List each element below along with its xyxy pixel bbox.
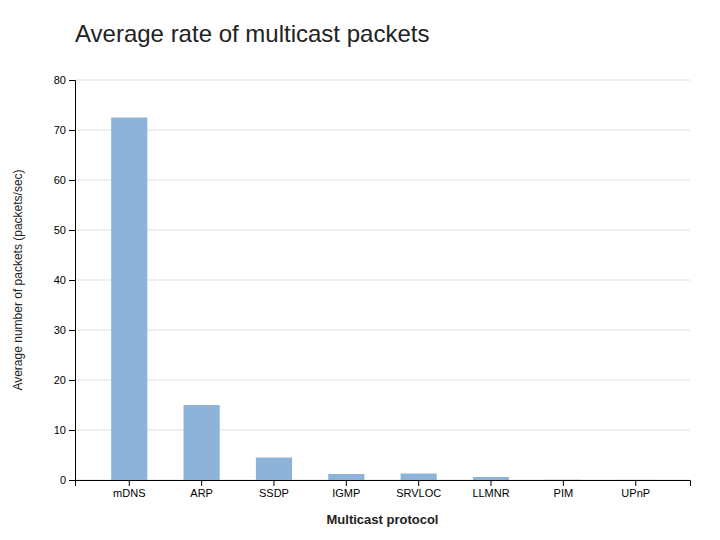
x-tick-mark [491, 480, 492, 486]
bar [473, 477, 509, 480]
y-tick: 70 [54, 124, 75, 136]
x-tick-mark [418, 480, 419, 486]
x-tick: UPnP [621, 480, 650, 499]
x-tick-mark [273, 480, 274, 486]
grid-line [75, 130, 690, 131]
chart-container: mDNS ARP SSDP IGMP SRVLOC LLMNR PIM UPnP 0 10 20 30… [0, 0, 720, 540]
x-tick-mark [201, 480, 202, 486]
grid-line [75, 280, 690, 281]
y-tick: 40 [54, 274, 75, 286]
y-tick-mark [69, 80, 75, 81]
x-tick-label: LLMNR [472, 487, 509, 499]
x-tick-mark [563, 480, 564, 486]
x-tick: LLMNR [472, 480, 509, 499]
grid-line [75, 380, 690, 381]
bar [111, 118, 147, 481]
x-tick-mark [346, 480, 347, 486]
y-tick-label: 70 [54, 124, 66, 136]
bars [111, 118, 654, 481]
plot-area: mDNS ARP SSDP IGMP SRVLOC LLMNR PIM UPnP 0 10 20 30… [54, 74, 691, 499]
x-tick: SRVLOC [396, 480, 441, 499]
x-axis: mDNS ARP SSDP IGMP SRVLOC LLMNR PIM UPnP [76, 480, 691, 499]
y-tick-label: 20 [54, 374, 66, 386]
y-tick-mark [69, 380, 75, 381]
x-tick-label: ARP [190, 487, 213, 499]
y-tick-mark [69, 430, 75, 431]
y-tick-label: 60 [54, 174, 66, 186]
y-tick-mark [69, 280, 75, 281]
grid-line [75, 330, 690, 331]
x-tick: mDNS [113, 480, 145, 499]
x-tick-label: PIM [554, 487, 574, 499]
bar [401, 474, 437, 481]
y-tick-label: 0 [60, 474, 66, 486]
bar [256, 458, 292, 481]
y-tick-mark [69, 180, 75, 181]
grid-line [75, 230, 690, 231]
grid [75, 80, 690, 480]
x-tick: SSDP [259, 480, 289, 499]
bar [328, 474, 364, 480]
y-tick-label: 40 [54, 274, 66, 286]
grid-line [75, 180, 690, 181]
x-tick-mark [635, 480, 636, 486]
y-tick: 50 [54, 224, 75, 236]
y-axis: 0 10 20 30 40 50 60 70 80 [54, 74, 76, 486]
bar [545, 479, 581, 480]
x-tick-label: SSDP [259, 487, 289, 499]
x-axis-title: Multicast protocol [327, 512, 439, 527]
y-axis-title: Average number of packets (packets/sec) [11, 169, 25, 390]
x-axis-line [76, 481, 691, 487]
x-tick: IGMP [332, 480, 360, 499]
y-tick: 30 [54, 324, 75, 336]
y-tick-mark [69, 230, 75, 231]
x-tick: PIM [554, 480, 574, 499]
y-tick-label: 50 [54, 224, 66, 236]
y-tick-mark [69, 480, 75, 481]
x-tick-label: IGMP [332, 487, 360, 499]
y-tick-label: 80 [54, 74, 66, 86]
x-tick-mark [129, 480, 130, 486]
bar [618, 479, 654, 480]
y-tick: 10 [54, 424, 75, 436]
y-tick-mark [69, 330, 75, 331]
y-tick: 60 [54, 174, 75, 186]
y-tick: 80 [54, 74, 75, 86]
chart-title: Average rate of multicast packets [75, 20, 429, 47]
chart-svg: mDNS ARP SSDP IGMP SRVLOC LLMNR PIM UPnP 0 10 20 30… [0, 0, 720, 540]
grid-line [75, 80, 690, 81]
y-tick: 20 [54, 374, 75, 386]
grid-line [75, 430, 690, 431]
y-tick: 0 [60, 474, 75, 486]
bar [184, 405, 220, 480]
x-tick-label: UPnP [621, 487, 650, 499]
y-tick-label: 10 [54, 424, 66, 436]
x-tick: ARP [190, 480, 213, 499]
x-tick-label: mDNS [113, 487, 145, 499]
x-tick-label: SRVLOC [396, 487, 441, 499]
y-tick-label: 30 [54, 324, 66, 336]
y-tick-mark [69, 130, 75, 131]
y-axis-line [69, 81, 76, 481]
